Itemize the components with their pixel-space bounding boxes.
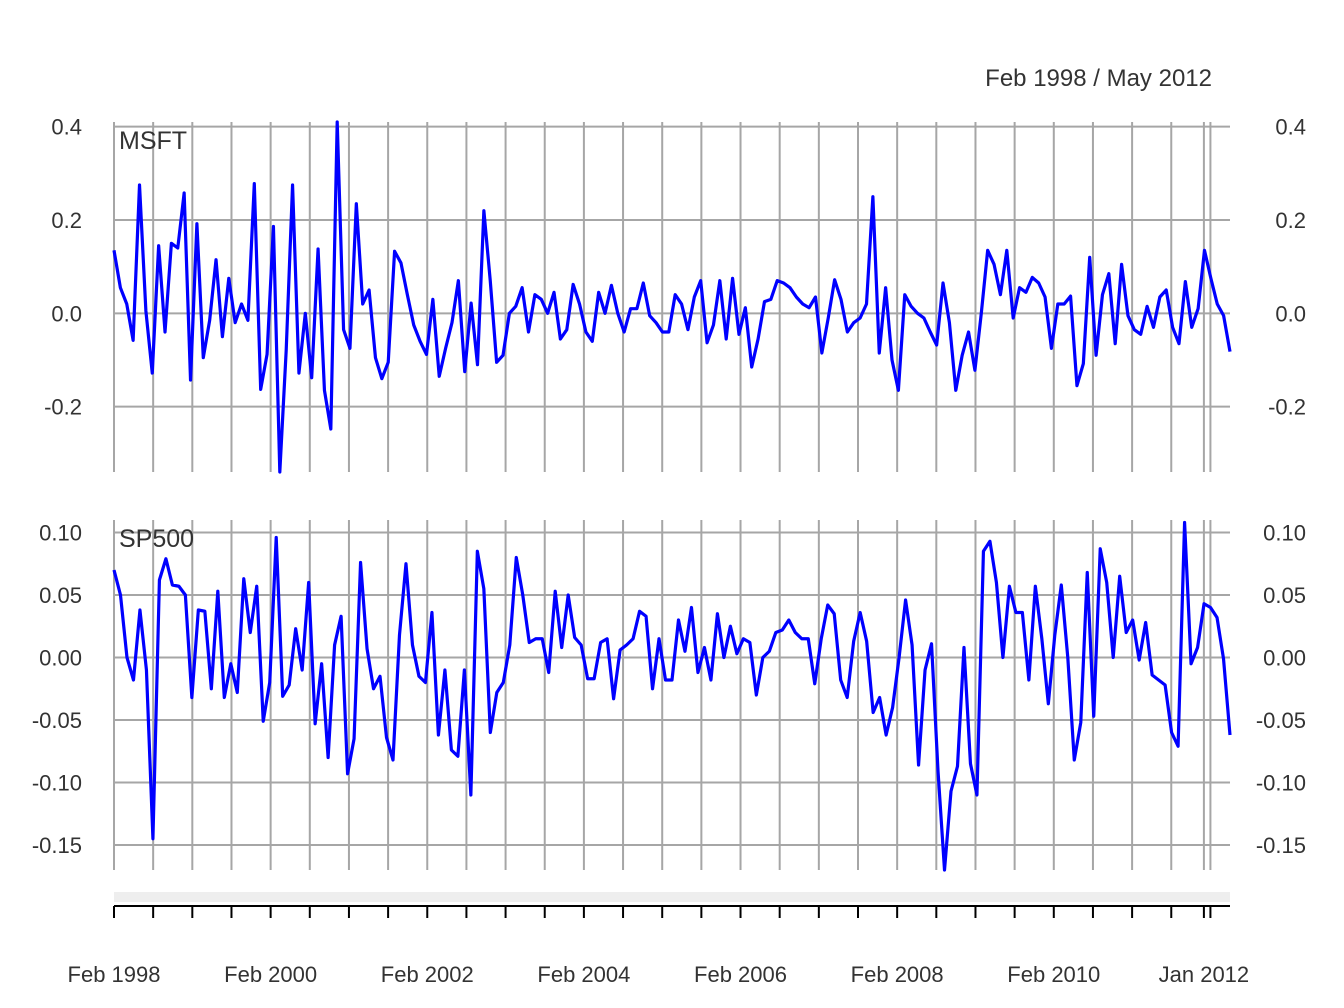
y-tick-label-left: -0.10 [32, 771, 82, 796]
y-tick-label-right: 0.10 [1263, 521, 1306, 546]
panel-label: MSFT [119, 127, 187, 155]
x-tick-label: Feb 2000 [224, 962, 317, 987]
y-tick-label-right: -0.2 [1268, 395, 1306, 420]
y-tick-label-left: 0.0 [51, 301, 82, 326]
x-tick-label: Feb 2008 [851, 962, 944, 987]
x-tick-label: Feb 2010 [1007, 962, 1100, 987]
y-tick-label-right: -0.15 [1256, 833, 1306, 858]
y-tick-label-right: 0.0 [1275, 301, 1306, 326]
x-tick-label: Feb 2004 [537, 962, 630, 987]
x-tick-label: Jan 2012 [1159, 962, 1250, 987]
axes: -0.2 -0.2 0.0 0.0 0.2 0.2 0.4 0.4 MSFT -0.15 -0.15… [32, 115, 1306, 987]
y-tick-label-left: -0.05 [32, 708, 82, 733]
x-tick-label: Feb 2006 [694, 962, 787, 987]
y-tick-label-right: 0.05 [1263, 583, 1306, 608]
x-tick-label: Feb 1998 [68, 962, 161, 987]
series-line-sp500 [112, 520, 1232, 872]
y-tick-label-right: -0.05 [1256, 708, 1306, 733]
y-tick-label-right: -0.10 [1256, 771, 1306, 796]
y-tick-label-left: 0.00 [39, 646, 82, 671]
y-tick-label-left: -0.15 [32, 833, 82, 858]
y-tick-label-right: 0.2 [1275, 208, 1306, 233]
y-tick-label-left: -0.2 [44, 395, 82, 420]
y-tick-label-right: 0.4 [1275, 115, 1306, 140]
range-band [114, 892, 1230, 902]
panel-label: SP500 [119, 525, 194, 553]
series-lines [112, 120, 1232, 872]
y-tick-label-right: 0.00 [1263, 646, 1306, 671]
y-tick-label-left: 0.2 [51, 208, 82, 233]
y-tick-label-left: 0.10 [39, 521, 82, 546]
y-tick-label-left: 0.4 [51, 115, 82, 140]
series-line-msft [112, 120, 1232, 474]
grid-lines [113, 122, 1230, 870]
x-tick-label: Feb 2002 [381, 962, 474, 987]
y-tick-label-left: 0.05 [39, 583, 82, 608]
date-range-label: Feb 1998 / May 2012 [985, 65, 1212, 92]
